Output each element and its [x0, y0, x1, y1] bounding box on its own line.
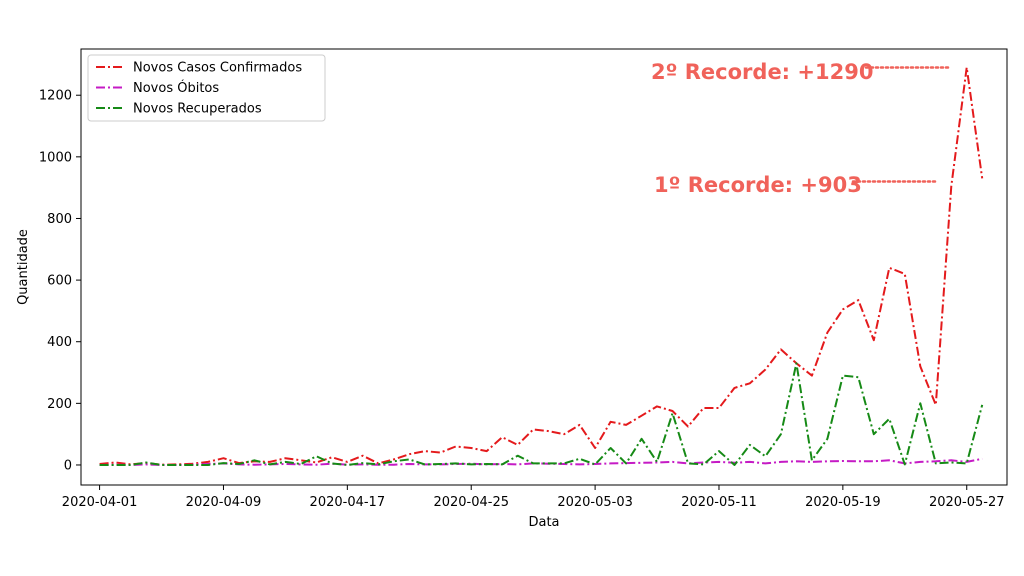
series-line-1 [99, 66, 984, 466]
x-tick-label: 2020-05-27 [929, 495, 1005, 510]
series-line-2 [99, 457, 983, 466]
x-tick-label: 2020-04-25 [433, 495, 509, 510]
y-tick-label: 1200 [39, 89, 72, 104]
y-tick-label: 800 [47, 212, 72, 227]
plot-frame [80, 48, 1008, 486]
x-axis-title: Data [528, 515, 559, 530]
y-tick-label: 1000 [39, 150, 72, 165]
y-tick-label: 400 [47, 335, 72, 350]
x-tick-label: 2020-05-19 [805, 495, 881, 510]
record-annotations: 2º Recorde: +1290 1º Recorde: +903 [651, 60, 950, 197]
record-annotation-label: 1º Recorde: +903 [654, 173, 862, 197]
y-tick-label: 0 [64, 458, 72, 473]
legend-box [87, 54, 326, 122]
x-axis: 2020-04-01 2020-04-09 2020-04-17 2020-04-25… [62, 485, 1005, 510]
x-tick-label: 2020-05-11 [681, 495, 757, 510]
record-annotation-label: 2º Recorde: +1290 [651, 60, 873, 84]
legend: Novos Casos Confirmados Novos Óbitos Novos… [87, 54, 326, 122]
series-lines [99, 66, 984, 466]
legend-label: Novos Óbitos [133, 80, 219, 96]
x-tick-label: 2020-04-01 [62, 495, 138, 510]
x-tick-label: 2020-04-09 [186, 495, 262, 510]
y-tick-label: 200 [47, 397, 72, 412]
x-tick-label: 2020-05-03 [557, 495, 633, 510]
legend-label: Novos Recuperados [133, 102, 262, 117]
y-tick-label: 600 [47, 274, 72, 289]
legend-label: Novos Casos Confirmados [133, 61, 302, 76]
y-axis: 0 200 400 600 800 1000 1200 [39, 89, 81, 473]
y-axis-title: Quantidade [16, 229, 31, 305]
x-tick-label: 2020-04-17 [310, 495, 386, 510]
series-line-3 [99, 362, 984, 466]
